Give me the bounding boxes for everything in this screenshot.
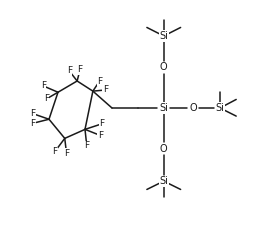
Text: F: F: [30, 109, 35, 118]
Text: F: F: [44, 94, 49, 104]
Text: F: F: [84, 141, 89, 150]
Text: O: O: [160, 144, 168, 153]
Text: F: F: [30, 119, 35, 128]
Text: F: F: [100, 119, 105, 128]
Text: F: F: [52, 147, 57, 156]
Text: F: F: [77, 65, 83, 74]
Text: F: F: [103, 86, 108, 94]
Text: F: F: [97, 76, 102, 86]
Text: Si: Si: [159, 176, 168, 186]
Text: F: F: [67, 66, 72, 75]
Text: F: F: [41, 81, 46, 90]
Text: F: F: [64, 149, 69, 158]
Text: Si: Si: [159, 103, 168, 113]
Text: Si: Si: [159, 31, 168, 41]
Text: F: F: [98, 131, 103, 140]
Text: Si: Si: [215, 103, 224, 113]
Text: O: O: [160, 63, 168, 72]
Text: O: O: [189, 103, 197, 113]
